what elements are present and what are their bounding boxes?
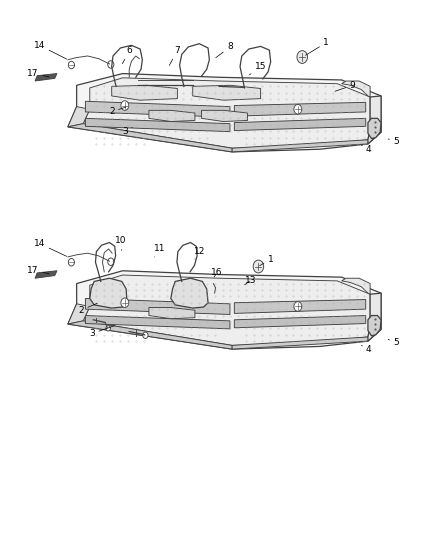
Circle shape	[68, 259, 74, 266]
Circle shape	[121, 298, 129, 308]
Polygon shape	[342, 278, 370, 294]
Text: 10: 10	[115, 237, 126, 251]
Polygon shape	[232, 140, 370, 152]
Text: 12: 12	[194, 247, 205, 259]
Polygon shape	[68, 107, 90, 127]
Text: 8: 8	[216, 43, 233, 58]
Polygon shape	[85, 101, 230, 117]
Polygon shape	[201, 110, 247, 122]
Polygon shape	[149, 110, 195, 122]
Polygon shape	[68, 74, 381, 152]
Text: 13: 13	[245, 276, 256, 285]
Circle shape	[294, 302, 302, 311]
Polygon shape	[85, 316, 230, 329]
Text: 16: 16	[211, 269, 223, 277]
Text: 4: 4	[361, 345, 371, 353]
Circle shape	[253, 260, 264, 273]
Polygon shape	[232, 337, 370, 349]
Text: 2: 2	[78, 303, 97, 314]
Text: 14: 14	[34, 41, 67, 59]
Text: 14: 14	[34, 239, 67, 256]
Text: 3: 3	[122, 127, 132, 135]
Text: 17: 17	[27, 69, 49, 77]
Polygon shape	[90, 278, 127, 308]
Text: 4: 4	[361, 145, 371, 154]
Text: 7: 7	[170, 46, 180, 66]
Circle shape	[297, 51, 307, 63]
Circle shape	[68, 61, 74, 69]
Polygon shape	[112, 85, 177, 100]
Polygon shape	[149, 308, 195, 319]
Text: 17: 17	[27, 266, 49, 274]
Polygon shape	[368, 96, 381, 144]
Polygon shape	[368, 293, 381, 341]
Polygon shape	[234, 102, 366, 116]
Text: 9: 9	[335, 81, 356, 91]
Polygon shape	[342, 81, 370, 97]
Circle shape	[108, 61, 114, 68]
Polygon shape	[68, 271, 381, 349]
Text: 5: 5	[388, 137, 399, 146]
Polygon shape	[68, 321, 232, 349]
Circle shape	[108, 258, 114, 265]
Circle shape	[294, 104, 302, 114]
Polygon shape	[68, 304, 90, 324]
Polygon shape	[234, 316, 366, 328]
Polygon shape	[171, 278, 208, 308]
Polygon shape	[68, 124, 232, 152]
Polygon shape	[83, 78, 370, 148]
Text: 1: 1	[306, 38, 329, 55]
Text: 5: 5	[388, 338, 399, 346]
Polygon shape	[35, 74, 57, 81]
Polygon shape	[193, 85, 261, 100]
Circle shape	[106, 326, 110, 331]
Polygon shape	[368, 118, 381, 139]
Polygon shape	[85, 118, 230, 132]
Text: 15: 15	[250, 62, 266, 75]
Text: 1: 1	[260, 255, 274, 266]
Text: 11: 11	[154, 244, 166, 257]
Text: 3: 3	[89, 326, 115, 338]
Polygon shape	[234, 300, 366, 313]
Polygon shape	[368, 316, 381, 336]
Text: 6: 6	[122, 46, 132, 64]
Polygon shape	[83, 275, 370, 345]
Circle shape	[143, 332, 148, 338]
Polygon shape	[85, 298, 230, 314]
Polygon shape	[234, 118, 366, 131]
Polygon shape	[35, 271, 57, 278]
Circle shape	[121, 101, 129, 110]
Text: 2: 2	[109, 107, 126, 116]
